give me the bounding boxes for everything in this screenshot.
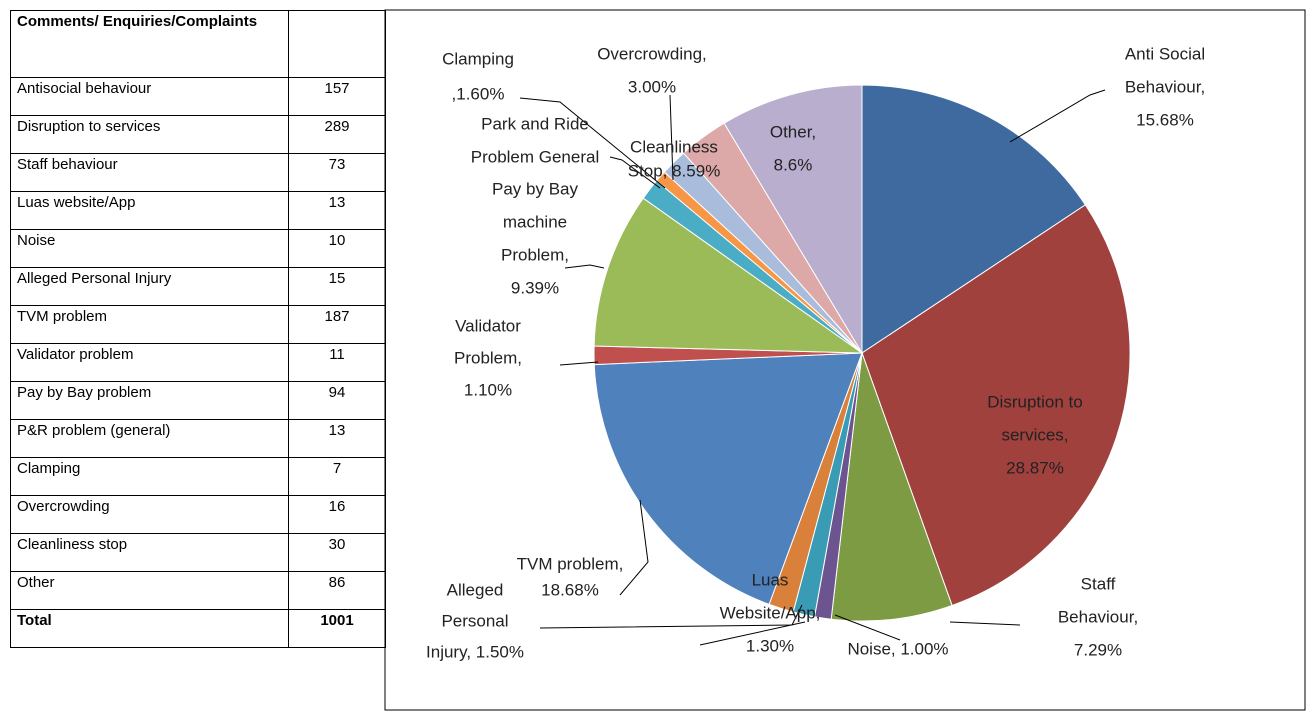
slice-label: Staff bbox=[1081, 574, 1116, 593]
table-cell: Pay by Bay problem bbox=[10, 381, 289, 420]
leader-line bbox=[519, 97, 666, 189]
slice-label: 8.6% bbox=[774, 155, 813, 174]
slice-label: 9.39% bbox=[511, 278, 559, 297]
table-row: Total 1001 bbox=[10, 609, 386, 648]
slice-label: Problem General bbox=[471, 147, 600, 166]
table-cell: Comments/ Enquiries/Complaints bbox=[10, 10, 289, 78]
table-row: Staff behaviour 73 bbox=[10, 153, 386, 192]
table-row: Clamping 7 bbox=[10, 457, 386, 496]
table-row: Noise 10 bbox=[10, 229, 386, 268]
slice-label: TVM problem, bbox=[517, 554, 624, 573]
table-cell: Other bbox=[10, 571, 289, 610]
table-cell: 86 bbox=[288, 571, 386, 610]
leader-line bbox=[564, 264, 605, 269]
slice-label: Behaviour, bbox=[1058, 607, 1138, 626]
slice-label: Problem, bbox=[501, 245, 569, 264]
slice-label: Luas bbox=[752, 570, 789, 589]
slice-label: Overcrowding, bbox=[597, 44, 707, 63]
pie-slice bbox=[593, 352, 863, 606]
table-row: Luas website/App 13 bbox=[10, 191, 386, 230]
slice-label: Other, bbox=[770, 122, 816, 141]
table-cell: 13 bbox=[288, 191, 386, 230]
pie-slice bbox=[593, 197, 864, 354]
table-cell: 30 bbox=[288, 533, 386, 572]
slice-label: services, bbox=[1001, 425, 1068, 444]
pie-slice bbox=[861, 84, 1087, 354]
slice-label: Website/App, bbox=[720, 603, 821, 622]
table-row: TVM problem 187 bbox=[10, 305, 386, 344]
slice-label: Injury, 1.50% bbox=[426, 642, 524, 661]
chart-frame bbox=[384, 9, 1306, 711]
leader-line bbox=[619, 499, 649, 596]
table-cell: 7 bbox=[288, 457, 386, 496]
slice-label: 15.68% bbox=[1136, 110, 1194, 129]
table-cell: 11 bbox=[288, 343, 386, 382]
leader-line bbox=[609, 156, 661, 189]
leader-line bbox=[539, 604, 803, 629]
table-row: Other 86 bbox=[10, 571, 386, 610]
slice-label: 7.29% bbox=[1074, 640, 1122, 659]
leader-line bbox=[699, 621, 806, 646]
leader-line bbox=[949, 621, 1021, 626]
slice-label: Pay by Bay bbox=[492, 179, 578, 198]
slice-label: Clamping bbox=[442, 49, 514, 68]
leader-line bbox=[669, 94, 674, 181]
table-row: Validator problem 11 bbox=[10, 343, 386, 382]
slice-label: 28.87% bbox=[1006, 458, 1064, 477]
table-cell: TVM problem bbox=[10, 305, 289, 344]
table-cell: 1001 bbox=[288, 609, 386, 648]
table-cell: Cleanliness stop bbox=[10, 533, 289, 572]
slice-label: ,1.60% bbox=[452, 84, 505, 103]
slice-label: Behaviour, bbox=[1125, 77, 1205, 96]
table-row: Comments/ Enquiries/Complaints bbox=[10, 10, 386, 78]
slice-label: 1.30% bbox=[746, 636, 794, 655]
slice-label: Noise, 1.00% bbox=[847, 639, 948, 658]
slice-label: machine bbox=[503, 212, 567, 231]
leader-line bbox=[1009, 89, 1106, 143]
slice-label: Alleged bbox=[447, 580, 504, 599]
table-row: Cleanliness stop 30 bbox=[10, 533, 386, 572]
table-cell bbox=[288, 10, 386, 78]
slice-label: Validator bbox=[455, 316, 521, 335]
pie-slice bbox=[723, 84, 863, 355]
slice-label: 18.68% bbox=[541, 580, 599, 599]
table-row: Alleged Personal Injury 15 bbox=[10, 267, 386, 306]
table-cell: 94 bbox=[288, 381, 386, 420]
slice-label: Park and Ride bbox=[481, 114, 589, 133]
slice-label: Cleanliness bbox=[630, 137, 718, 156]
table-row: Pay by Bay problem 94 bbox=[10, 381, 386, 420]
complaints-table: Comments/ Enquiries/Complaints Antisocial… bbox=[10, 10, 386, 648]
slice-label: Stop, 8.59% bbox=[628, 161, 721, 180]
table-cell: 157 bbox=[288, 77, 386, 116]
slice-label: 3.00% bbox=[628, 77, 676, 96]
table-cell: Clamping bbox=[10, 457, 289, 496]
slice-label: Disruption to bbox=[987, 392, 1082, 411]
leader-line bbox=[834, 614, 901, 641]
slice-label: Personal bbox=[441, 611, 508, 630]
leader-line bbox=[559, 361, 599, 366]
slice-label: Problem, bbox=[454, 348, 522, 367]
pie-slice bbox=[861, 204, 1131, 607]
table-cell: Staff behaviour bbox=[10, 153, 289, 192]
slice-label: Anti Social bbox=[1125, 44, 1205, 63]
table-row: Disruption to services 289 bbox=[10, 115, 386, 154]
table-cell: 187 bbox=[288, 305, 386, 344]
table-cell: 13 bbox=[288, 419, 386, 458]
slice-label: 1.10% bbox=[464, 380, 512, 399]
pie-slice bbox=[830, 352, 953, 622]
